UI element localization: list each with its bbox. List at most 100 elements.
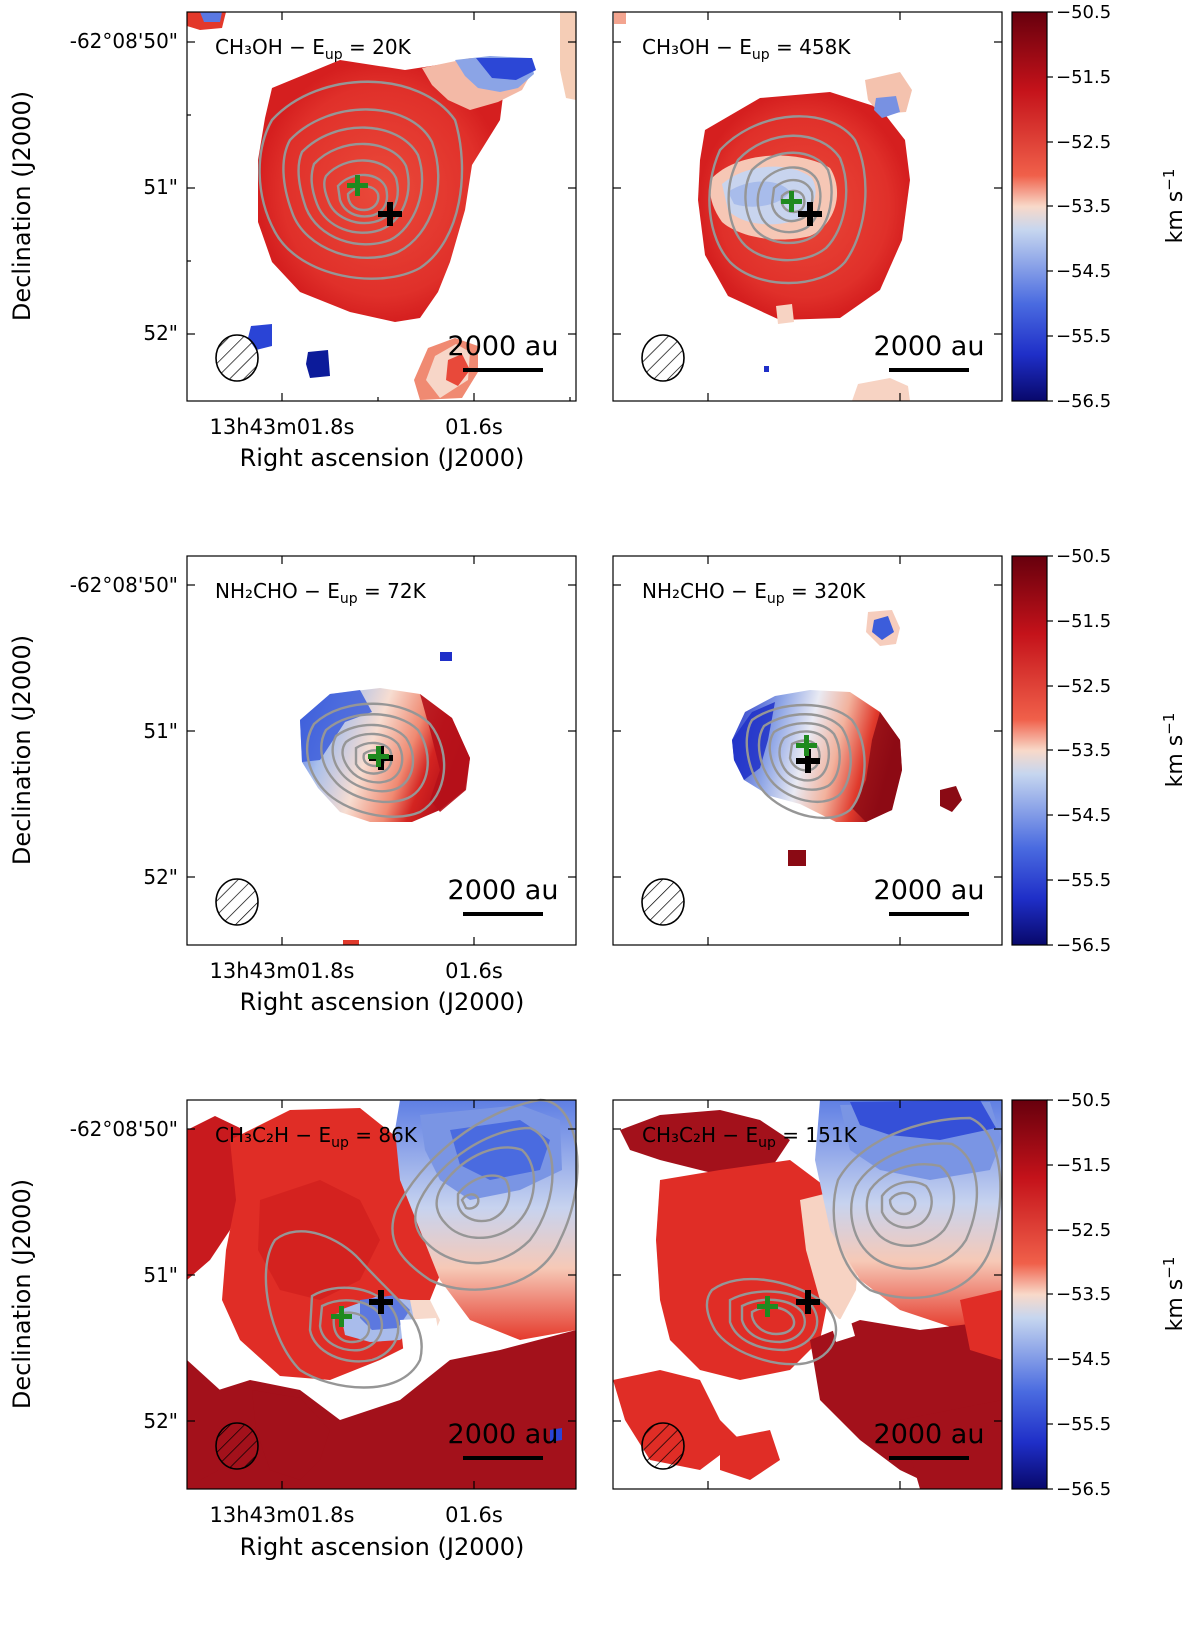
panel-title: NH₂CHO − Eup = 72K <box>215 579 427 607</box>
colorbar-tick-label: −56.5 <box>1056 1479 1111 1500</box>
tick-marks <box>613 1100 1002 1489</box>
velocity-map <box>300 652 470 945</box>
colorbar-tick-label: −56.5 <box>1056 391 1111 412</box>
colorbar <box>1011 555 1048 946</box>
black-cross-marker <box>798 202 822 226</box>
panel-title: CH₃OH − Eup = 458K <box>642 35 851 63</box>
panel-title: CH₃OH − Eup = 20K <box>215 35 412 63</box>
beam-ellipse <box>641 1422 685 1470</box>
colorbar-tick-label: −55.5 <box>1056 326 1111 347</box>
y-tick-label: 51" <box>143 175 178 199</box>
colorbar-tick-label: −56.5 <box>1056 935 1111 956</box>
scale-bar-label: 2000 au <box>874 331 985 362</box>
x-tick-label: 01.6s <box>445 415 503 439</box>
plot-frame <box>612 1099 1003 1490</box>
panel-title: NH₂CHO − Eup = 320K <box>642 579 866 607</box>
colorbar-tick-label: −55.5 <box>1056 1414 1111 1435</box>
beam-ellipse <box>641 334 685 382</box>
y-tick-label: -62°08'50" <box>70 573 178 597</box>
y-tick-label: 51" <box>143 719 178 743</box>
beam-ellipse <box>215 878 259 926</box>
tick-marks <box>187 1100 576 1489</box>
y-tick-labels: -62°08'50" 51" 52" -62°08'50" 51" 52" -6… <box>70 29 178 1433</box>
beam-ellipse <box>215 334 259 382</box>
colorbar-tick-label: −52.5 <box>1056 1220 1111 1241</box>
panel-title: CH₃C₂H − Eup = 151K <box>642 1123 858 1151</box>
colorbar-row1: −50.5 −51.5 −52.5 −53.5 −54.5 −55.5 −56.… <box>1011 2 1188 412</box>
colorbar-tick-label: −52.5 <box>1056 132 1111 153</box>
colorbar-label: km s−1 <box>1160 169 1188 244</box>
black-cross-marker <box>796 1290 820 1314</box>
x-axis-label: Right ascension (J2000) <box>240 1533 525 1561</box>
scale-bar-label: 2000 au <box>448 875 559 906</box>
y-tick-label: -62°08'50" <box>70 1117 178 1141</box>
colorbar <box>1011 11 1048 402</box>
black-cross-marker <box>796 749 820 773</box>
source-markers <box>781 191 822 226</box>
beam-ellipse <box>641 878 685 926</box>
y-axis-label: Declination (J2000) <box>8 91 36 321</box>
tick-marks <box>613 12 1002 401</box>
y-axis-label: Declination (J2000) <box>8 1179 36 1409</box>
colorbar-tick-label: −53.5 <box>1056 740 1111 761</box>
colorbar-tick-label: −55.5 <box>1056 870 1111 891</box>
x-axis-label: Right ascension (J2000) <box>240 988 525 1016</box>
tick-marks <box>187 12 576 401</box>
scale-bar-label: 2000 au <box>874 875 985 906</box>
contours <box>705 1116 1002 1366</box>
source-markers <box>331 1290 393 1327</box>
black-cross-marker <box>378 202 402 226</box>
colorbar-tick-label: −52.5 <box>1056 676 1111 697</box>
colorbar-row3: −50.5 −51.5 −52.5 −53.5 −54.5 −55.5 −56.… <box>1011 1090 1188 1500</box>
beam-ellipse <box>215 1422 259 1470</box>
panel-nh2cho-72k: 2000 au NH₂CHO − Eup = 72K <box>186 555 577 946</box>
plot-frame <box>186 555 577 946</box>
colorbar-tick-label: −50.5 <box>1056 546 1111 567</box>
colorbar-tick-label: −51.5 <box>1056 67 1111 88</box>
panel-ch3oh-20k: 2000 au CH₃OH − Eup = 20K <box>186 11 577 402</box>
colorbar-label: km s−1 <box>1160 1257 1188 1332</box>
panel-nh2cho-320k: 2000 au NH₂CHO − Eup = 320K <box>612 555 1003 946</box>
green-cross-marker <box>781 191 802 212</box>
y-tick-label: 51" <box>143 1263 178 1287</box>
colorbar-tick-label: −54.5 <box>1056 805 1111 826</box>
colorbar-label: km s−1 <box>1160 713 1188 788</box>
panel-ch3oh-458k: 2000 au CH₃OH − Eup = 458K <box>612 11 1003 402</box>
velocity-map <box>732 610 962 866</box>
colorbar-tick-label: −50.5 <box>1056 2 1111 23</box>
panel-ch3c2h-151k: 2000 au CH₃C₂H − Eup = 151K <box>612 1099 1003 1490</box>
panel-title: CH₃C₂H − Eup = 86K <box>215 1123 418 1151</box>
plot-frame <box>186 1099 577 1490</box>
x-tick-label: 13h43m01.8s <box>210 1503 355 1527</box>
y-tick-label: -62°08'50" <box>70 29 178 53</box>
tick-marks <box>613 556 1002 945</box>
panel-ch3c2h-86k: 2000 au CH₃C₂H − Eup = 86K <box>186 1098 579 1490</box>
x-tick-labels: 13h43m01.8s 01.6s 13h43m01.8s 01.6s 13h4… <box>210 415 503 1527</box>
colorbar-tick-label: −51.5 <box>1056 611 1111 632</box>
colorbar-tick-label: −53.5 <box>1056 1284 1111 1305</box>
black-cross-marker <box>369 1290 393 1314</box>
colorbar-tick-label: −53.5 <box>1056 196 1111 217</box>
green-cross-marker <box>331 1306 352 1327</box>
plot-frame <box>612 555 1003 946</box>
scale-bar-label: 2000 au <box>448 1419 559 1450</box>
colorbar-tick-label: −54.5 <box>1056 261 1111 282</box>
colorbar-tick-label: −50.5 <box>1056 1090 1111 1111</box>
source-markers <box>347 175 402 226</box>
x-tick-label: 01.6s <box>445 959 503 983</box>
x-tick-label: 01.6s <box>445 1503 503 1527</box>
plot-frame <box>186 11 577 402</box>
colorbar-tick-label: −51.5 <box>1056 1155 1111 1176</box>
colorbar-tick-label: −54.5 <box>1056 1349 1111 1370</box>
colorbar-row2: −50.5 −51.5 −52.5 −53.5 −54.5 −55.5 −56.… <box>1011 546 1188 956</box>
y-axis-label: Declination (J2000) <box>8 635 36 865</box>
scale-bar-label: 2000 au <box>874 1419 985 1450</box>
y-axis-labels: Declination (J2000) Declination (J2000) … <box>8 91 36 1409</box>
x-tick-label: 13h43m01.8s <box>210 959 355 983</box>
green-cross-marker <box>796 735 817 756</box>
colorbar <box>1011 1099 1048 1490</box>
scale-bar-label: 2000 au <box>448 331 559 362</box>
green-cross-marker <box>368 746 389 767</box>
y-tick-label: 52" <box>143 321 178 345</box>
